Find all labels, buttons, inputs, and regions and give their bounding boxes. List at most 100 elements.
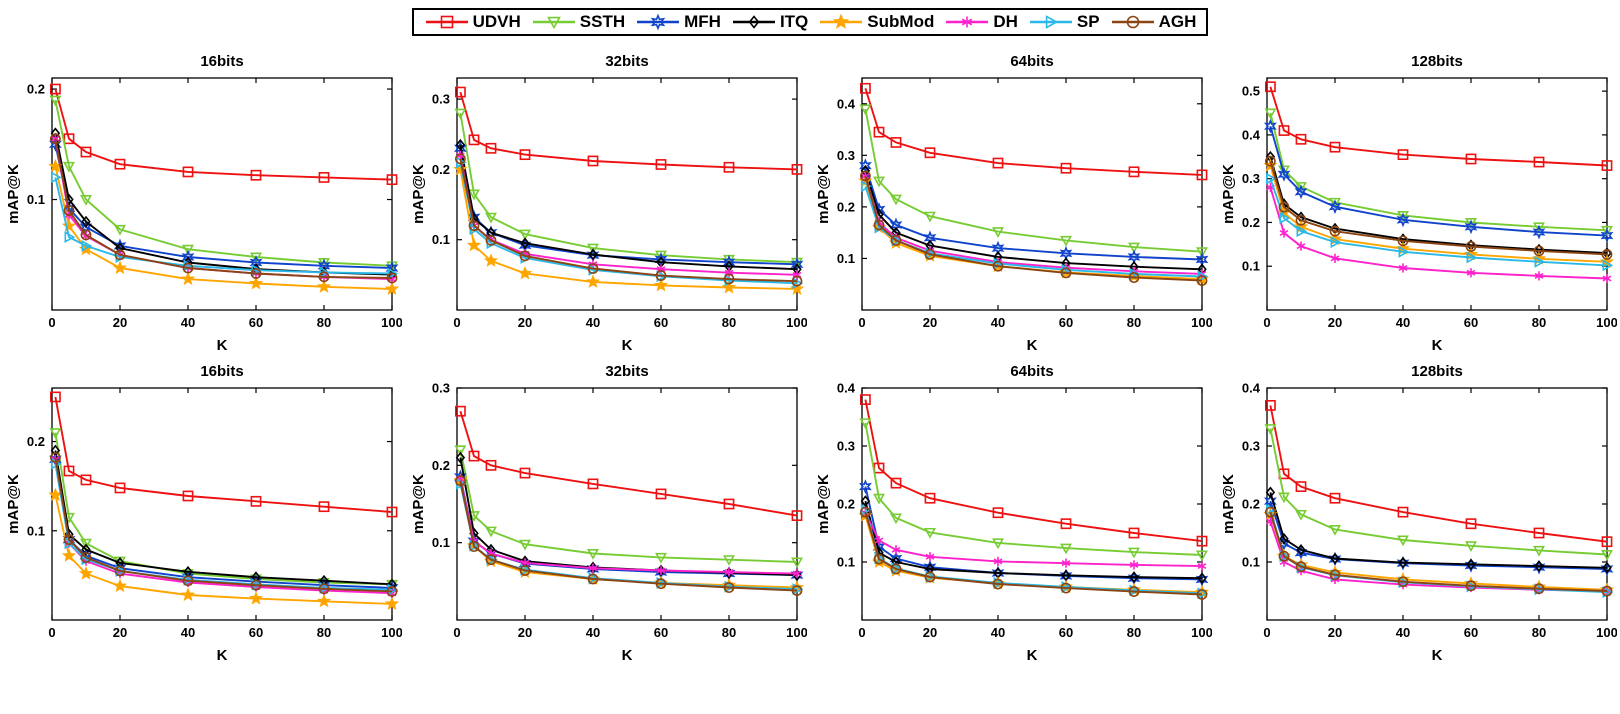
x-tick-label: 40 bbox=[1395, 315, 1409, 330]
series-marker-agh bbox=[1465, 580, 1476, 592]
x-tick-label: 80 bbox=[316, 315, 330, 330]
y-tick-label: 0.1 bbox=[26, 192, 44, 207]
y-tick-label: 0.3 bbox=[431, 92, 449, 107]
x-tick-label: 100 bbox=[1191, 315, 1212, 330]
y-tick-label: 0.4 bbox=[836, 96, 855, 111]
series-marker-udvh bbox=[1601, 536, 1612, 548]
x-tick-label: 60 bbox=[1463, 315, 1477, 330]
series-marker-ssth bbox=[858, 104, 871, 116]
y-tick-label: 0.4 bbox=[1241, 127, 1260, 142]
series-marker-sp bbox=[387, 267, 398, 280]
series-marker-submod bbox=[180, 271, 195, 286]
series-marker-agh bbox=[1264, 155, 1276, 167]
series-marker-ssth bbox=[1532, 545, 1545, 557]
series-marker-udvh bbox=[318, 172, 329, 183]
series-marker-itq bbox=[1465, 558, 1476, 571]
x-tick-label: 80 bbox=[316, 625, 330, 640]
series-marker-mfh bbox=[317, 258, 330, 274]
legend-item-itq: ITQ bbox=[731, 12, 808, 32]
series-marker-mfh bbox=[1464, 558, 1477, 573]
series-marker-udvh bbox=[250, 495, 261, 507]
series-marker-agh bbox=[386, 586, 397, 597]
series-marker-dh bbox=[1466, 268, 1475, 278]
series-marker-agh bbox=[49, 133, 61, 145]
series-marker-agh bbox=[485, 554, 496, 566]
series-marker-ssth bbox=[1263, 108, 1276, 120]
x-tick-label: 0 bbox=[858, 625, 865, 640]
series-marker-sp bbox=[1197, 270, 1208, 283]
series-marker-ssth bbox=[1600, 549, 1613, 561]
series-marker-ssth bbox=[889, 513, 902, 525]
series-line-itq bbox=[458, 144, 797, 271]
x-tick-label: 20 bbox=[1327, 625, 1341, 640]
series-marker-ssth bbox=[991, 538, 1004, 550]
series-marker-ssth bbox=[889, 194, 902, 206]
series-marker-udvh bbox=[63, 465, 74, 477]
series-marker-agh bbox=[318, 583, 329, 595]
series-marker-agh bbox=[924, 571, 935, 583]
x-axis-label: K bbox=[1431, 647, 1442, 664]
series-marker-ssth bbox=[1294, 509, 1307, 521]
series-marker-udvh bbox=[873, 126, 884, 138]
series-marker-ssth bbox=[1127, 242, 1140, 254]
series-marker-dh bbox=[1602, 273, 1611, 284]
series-line-udvh bbox=[458, 91, 797, 171]
series-marker-mfh bbox=[1600, 228, 1613, 243]
series-marker-udvh bbox=[114, 158, 125, 170]
series-marker-agh bbox=[1465, 241, 1476, 252]
series-marker-agh bbox=[182, 575, 193, 587]
series-marker-dh bbox=[588, 563, 597, 573]
series-line-agh bbox=[458, 158, 797, 283]
series-line-udvh bbox=[458, 410, 797, 517]
x-tick-label: 60 bbox=[1463, 625, 1477, 640]
y-tick-label: 0.2 bbox=[26, 434, 44, 449]
series-marker-sp bbox=[874, 552, 885, 565]
series-marker-mfh bbox=[1600, 561, 1613, 577]
series-marker-mfh bbox=[1396, 212, 1409, 228]
series-marker-ssth bbox=[518, 539, 531, 551]
x-tick-label: 100 bbox=[1596, 315, 1617, 330]
series-marker-agh bbox=[1329, 225, 1340, 237]
series-marker-udvh bbox=[890, 477, 901, 489]
legend-item-dh: DH bbox=[944, 12, 1018, 32]
series-marker-agh bbox=[1601, 585, 1612, 597]
legend-item-submod: SubMod bbox=[818, 12, 934, 32]
x-axis-label: K bbox=[621, 337, 632, 354]
series-marker-agh bbox=[49, 452, 61, 463]
triangle-right-marker-icon bbox=[1029, 15, 1072, 29]
series-marker-udvh bbox=[1264, 399, 1276, 411]
series-marker-dh bbox=[993, 556, 1002, 567]
series-line-ssth bbox=[863, 422, 1202, 556]
series-marker-agh bbox=[791, 585, 802, 597]
series-marker-ssth bbox=[62, 161, 75, 173]
x-tick-label: 0 bbox=[48, 315, 55, 330]
series-line-dh bbox=[863, 175, 1202, 275]
series-marker-agh bbox=[468, 541, 479, 552]
series-marker-ssth bbox=[586, 243, 599, 255]
series-marker-mfh bbox=[1277, 166, 1290, 182]
series-marker-agh bbox=[890, 234, 901, 246]
series-marker-ssth bbox=[1294, 182, 1307, 193]
series-marker-agh bbox=[1533, 583, 1544, 595]
series-marker-udvh bbox=[587, 155, 598, 167]
x-axis-label: K bbox=[621, 647, 632, 664]
y-tick-label: 0.1 bbox=[431, 535, 449, 550]
series-marker-dh bbox=[792, 270, 801, 280]
x-tick-label: 80 bbox=[721, 315, 735, 330]
legend-item-ssth: SSTH bbox=[531, 12, 625, 32]
series-marker-sp bbox=[1330, 569, 1341, 582]
series-marker-ssth bbox=[518, 229, 531, 241]
series-marker-udvh bbox=[791, 510, 802, 521]
series-marker-sp bbox=[1602, 259, 1613, 272]
series-marker-itq bbox=[1397, 556, 1408, 569]
series-marker-itq bbox=[80, 215, 91, 228]
series-marker-mfh bbox=[790, 256, 803, 272]
x-tick-label: 100 bbox=[1596, 625, 1617, 640]
series-marker-udvh bbox=[723, 161, 734, 173]
series-marker-dh bbox=[656, 264, 665, 274]
series-marker-dh bbox=[891, 545, 900, 555]
series-marker-udvh bbox=[250, 169, 261, 181]
pentagram-marker-icon bbox=[820, 13, 863, 29]
x-tick-label: 80 bbox=[1531, 315, 1545, 330]
series-line-ssth bbox=[1268, 428, 1607, 556]
